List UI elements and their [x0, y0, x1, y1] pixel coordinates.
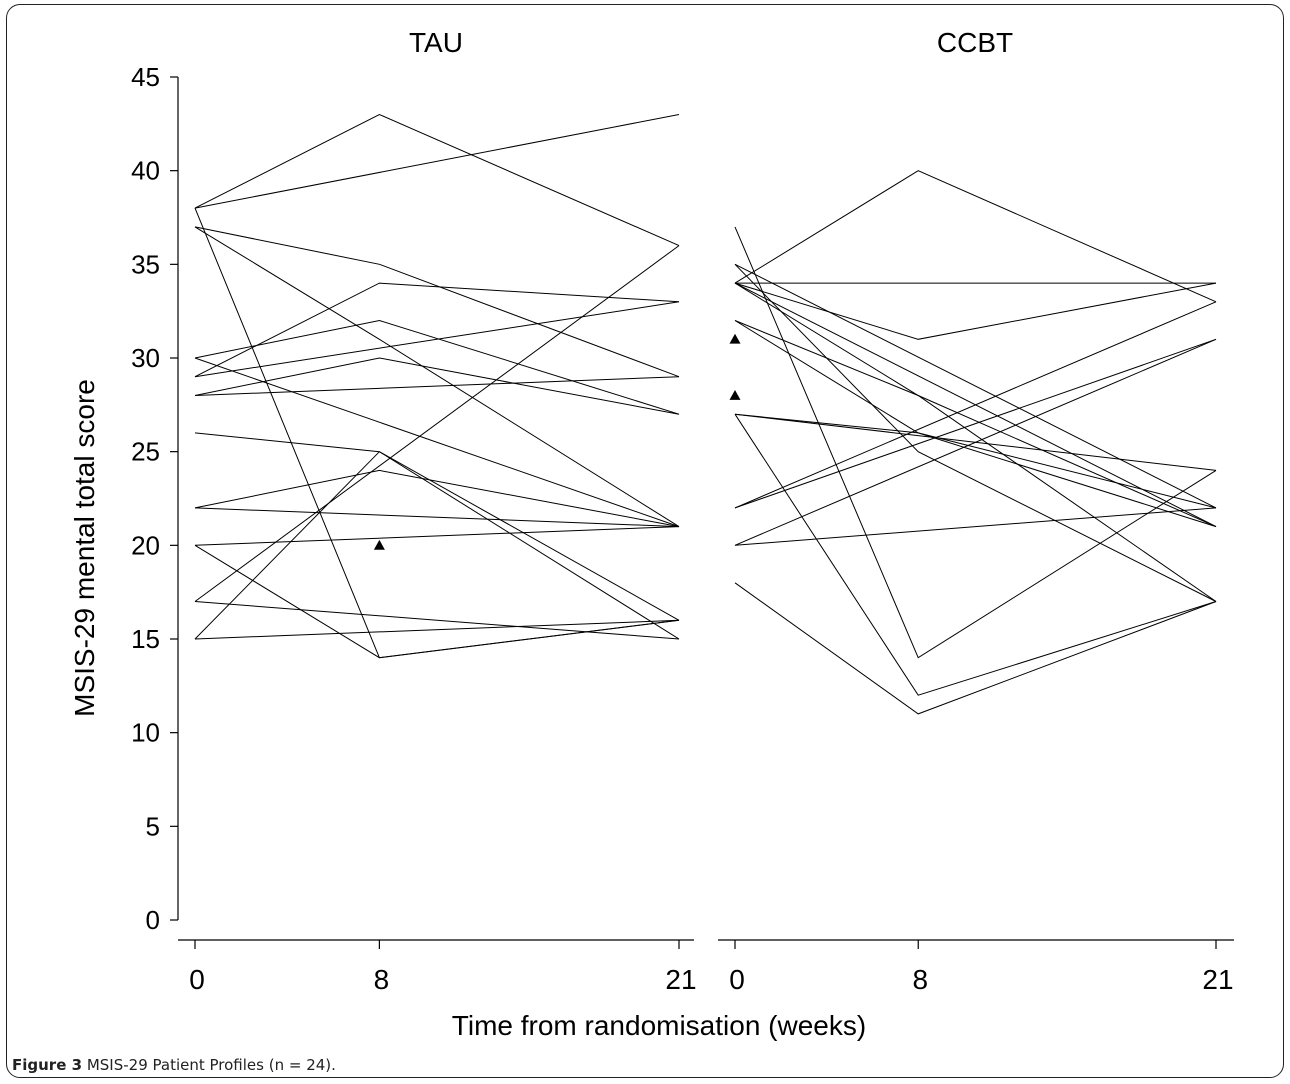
patient-profile-line: [734, 263, 1217, 509]
patient-profile-line: [734, 413, 1217, 528]
patient-profile-line: [734, 507, 1217, 546]
x-axis-ccbt: 0 8 21: [718, 939, 1234, 995]
y-tick-label: 10: [131, 718, 160, 748]
patient-profile-line: [194, 544, 680, 659]
y-tick-label: 30: [131, 343, 160, 373]
series-tau: [194, 113, 680, 659]
x-axis-tau: 0 8 21: [178, 939, 697, 995]
patient-profile-line: [194, 114, 680, 209]
caption-text: MSIS-29 Patient Profiles (n = 24).: [86, 1056, 336, 1074]
x-tick-label: 0: [189, 964, 205, 995]
patient-profile-line: [194, 226, 680, 528]
patient-profile-line: [734, 320, 1217, 602]
patient-profile-line: [194, 282, 680, 378]
y-axis-title: MSIS-29 mental total score: [69, 379, 100, 717]
patient-profile-line: [734, 263, 1217, 602]
patient-profile-line: [194, 357, 680, 415]
figure-caption: Figure 3 MSIS-29 Patient Profiles (n = 2…: [12, 1056, 336, 1074]
single-observation-marker: [729, 333, 741, 344]
patient-profile-line: [734, 301, 1217, 509]
patient-profile-line: [194, 357, 680, 528]
x-tick-label: 21: [1202, 964, 1233, 995]
y-tick-label: 20: [131, 530, 160, 560]
patient-profile-line: [194, 469, 680, 528]
panel-title-ccbt: CCBT: [937, 27, 1013, 58]
y-tick-label: 0: [146, 905, 160, 935]
patient-profile-line: [194, 113, 680, 247]
single-observation-marker: [729, 389, 741, 400]
series-ccbt: [729, 170, 1217, 715]
patient-profile-line: [734, 413, 1217, 696]
patient-profile-line: [734, 282, 1217, 340]
x-tick-label: 21: [665, 964, 696, 995]
patient-profile-line: [734, 338, 1217, 509]
y-tick-label: 15: [131, 624, 160, 654]
y-tick-label: 40: [131, 156, 160, 186]
patient-profile-line: [194, 526, 680, 546]
single-observation-marker: [373, 539, 385, 550]
x-tick-label: 8: [374, 964, 390, 995]
patient-profile-line: [194, 226, 680, 378]
patient-profile-line: [194, 245, 680, 602]
patient-profile-line: [734, 170, 1217, 303]
patient-profile-line: [734, 582, 1217, 715]
patient-profile-line: [194, 507, 680, 528]
patient-profile-line: [734, 338, 1217, 546]
x-tick-label: 8: [912, 964, 928, 995]
patient-profile-line: [194, 601, 680, 640]
patient-profile-line: [734, 320, 1217, 509]
y-tick-label: 45: [131, 62, 160, 92]
y-tick-label: 35: [131, 249, 160, 279]
patient-profile-line: [194, 451, 680, 640]
patient-profile-line: [194, 207, 680, 659]
patient-profile-line: [194, 301, 680, 378]
y-tick-label: 5: [146, 811, 160, 841]
caption-label: Figure 3: [12, 1056, 83, 1074]
figure-frame: [6, 4, 1284, 1078]
patient-profile-line: [194, 376, 680, 396]
x-axis-title: Time from randomisation (weeks): [452, 1010, 866, 1041]
patient-profile-line: [194, 619, 680, 640]
x-tick-label: 0: [729, 964, 745, 995]
y-tick-label: 25: [131, 437, 160, 467]
panel-title-tau: TAU: [409, 27, 463, 58]
y-axis: 0 5 10 15 20 25 30 35 40 45: [131, 62, 179, 935]
